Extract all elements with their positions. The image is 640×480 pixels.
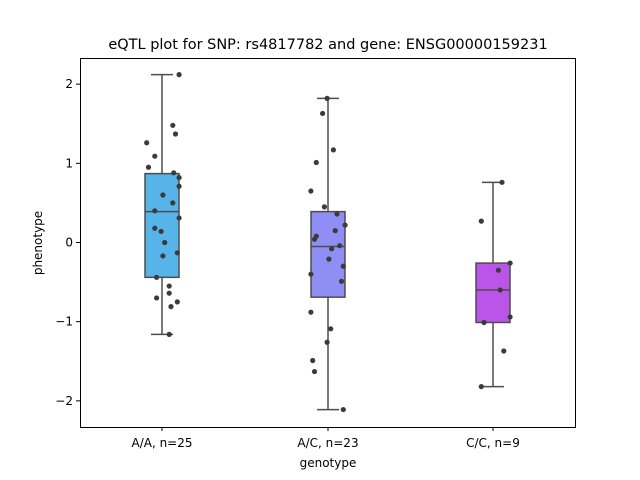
data-point bbox=[171, 170, 177, 176]
data-point bbox=[166, 331, 172, 337]
data-point bbox=[145, 164, 152, 170]
data-point bbox=[172, 131, 179, 137]
data-point bbox=[144, 140, 150, 146]
data-point bbox=[338, 278, 345, 284]
data-point bbox=[154, 295, 160, 301]
data-point bbox=[340, 406, 346, 413]
data-point bbox=[176, 72, 182, 78]
data-point bbox=[334, 211, 340, 217]
data-point bbox=[337, 243, 343, 249]
data-point bbox=[158, 228, 164, 235]
data-point bbox=[499, 179, 505, 185]
data-point bbox=[154, 274, 160, 280]
data-point bbox=[329, 246, 335, 252]
data-point bbox=[160, 253, 166, 259]
data-point bbox=[507, 260, 513, 266]
data-point bbox=[311, 368, 318, 375]
chart-title: eQTL plot for SNP: rs4817782 and gene: E… bbox=[108, 37, 547, 53]
data-point bbox=[152, 225, 158, 231]
data-point bbox=[152, 153, 158, 159]
data-point bbox=[168, 304, 174, 310]
category-group bbox=[308, 95, 348, 413]
data-point bbox=[481, 319, 487, 326]
y-tick-label: −2 bbox=[55, 394, 73, 408]
data-point bbox=[308, 309, 314, 315]
data-point bbox=[324, 95, 330, 101]
category-group bbox=[144, 72, 182, 337]
data-point bbox=[478, 384, 484, 390]
data-point bbox=[330, 147, 336, 153]
data-point bbox=[328, 326, 334, 332]
y-axis: 2 1 0 −1 −2 bbox=[55, 77, 80, 408]
data-point bbox=[497, 287, 503, 293]
data-point bbox=[308, 188, 314, 194]
box-iqr bbox=[310, 210, 346, 298]
x-tick-label: A/A, n=25 bbox=[131, 436, 192, 450]
data-point bbox=[332, 228, 338, 234]
data-point bbox=[170, 200, 176, 206]
y-tick-label: 0 bbox=[65, 236, 73, 250]
box-iqr bbox=[144, 172, 180, 279]
data-point bbox=[342, 222, 348, 228]
y-tick-label: 1 bbox=[65, 156, 73, 170]
data-point bbox=[152, 208, 158, 214]
data-point bbox=[495, 267, 501, 273]
y-tick-label: −1 bbox=[55, 315, 73, 329]
data-point bbox=[166, 290, 172, 296]
data-point bbox=[174, 299, 180, 305]
plot-content bbox=[144, 72, 513, 413]
x-tick-label: C/C, n=9 bbox=[466, 436, 520, 450]
data-point bbox=[326, 256, 332, 262]
data-point bbox=[174, 250, 180, 256]
box-iqr bbox=[475, 262, 511, 324]
data-point bbox=[311, 236, 318, 242]
y-tick-label: 2 bbox=[65, 77, 73, 91]
data-point bbox=[478, 218, 484, 224]
x-tick-label: A/C, n=23 bbox=[297, 436, 358, 450]
data-point bbox=[310, 357, 316, 364]
data-point bbox=[320, 110, 326, 117]
data-point bbox=[340, 263, 346, 269]
data-point bbox=[170, 122, 176, 128]
data-point bbox=[176, 215, 182, 221]
data-point bbox=[162, 239, 168, 246]
data-point bbox=[507, 314, 513, 320]
data-point bbox=[160, 192, 166, 198]
data-point bbox=[501, 348, 507, 354]
y-axis-label: phenotype bbox=[31, 211, 45, 275]
data-point bbox=[176, 174, 182, 181]
data-point bbox=[321, 204, 327, 210]
x-axis: A/A, n=25 A/C, n=23 C/C, n=9 bbox=[131, 427, 520, 450]
data-point bbox=[176, 183, 182, 189]
data-point bbox=[313, 159, 319, 166]
x-axis-label: genotype bbox=[300, 456, 357, 470]
data-point bbox=[166, 283, 172, 289]
data-point bbox=[308, 271, 314, 277]
category-group bbox=[475, 179, 513, 390]
data-point bbox=[324, 339, 330, 345]
